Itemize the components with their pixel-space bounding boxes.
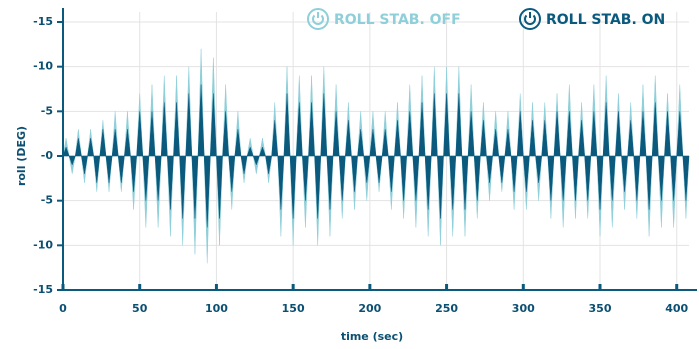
- x-tick-label: 100: [205, 302, 228, 315]
- legend-icon: [312, 14, 324, 25]
- y-tick-label: -15: [33, 283, 53, 296]
- area: [62, 84, 690, 228]
- legend-icon: [519, 8, 541, 30]
- x-tick-label: 300: [512, 302, 535, 315]
- x-tick-label: 350: [589, 302, 612, 315]
- legend-item: ROLL STAB. OFF: [307, 8, 461, 30]
- x-axis-label: time (sec): [341, 330, 403, 343]
- y-tick-label: -5: [41, 104, 53, 117]
- x-tick-label: 250: [435, 302, 458, 315]
- x-tick-label: 150: [282, 302, 305, 315]
- y-tick-label: -15: [33, 15, 53, 28]
- x-tick-label: 400: [665, 302, 688, 315]
- y-tick-label: -5: [41, 194, 53, 207]
- legend-label: ROLL STAB. ON: [546, 12, 665, 28]
- legend-label: ROLL STAB. OFF: [334, 12, 461, 28]
- x-tick-label: 50: [132, 302, 148, 315]
- legend-icon: [307, 8, 329, 30]
- y-tick-label: -0: [41, 149, 54, 162]
- y-tick-label: -10: [33, 60, 53, 73]
- y-tick-label: -10: [33, 238, 53, 251]
- x-tick-label: 0: [59, 302, 67, 315]
- legend-item: ROLL STAB. ON: [519, 8, 665, 30]
- x-tick-label: 200: [358, 302, 381, 315]
- y-axis-label: roll (DEG): [15, 126, 28, 186]
- legend-icon: [524, 14, 536, 25]
